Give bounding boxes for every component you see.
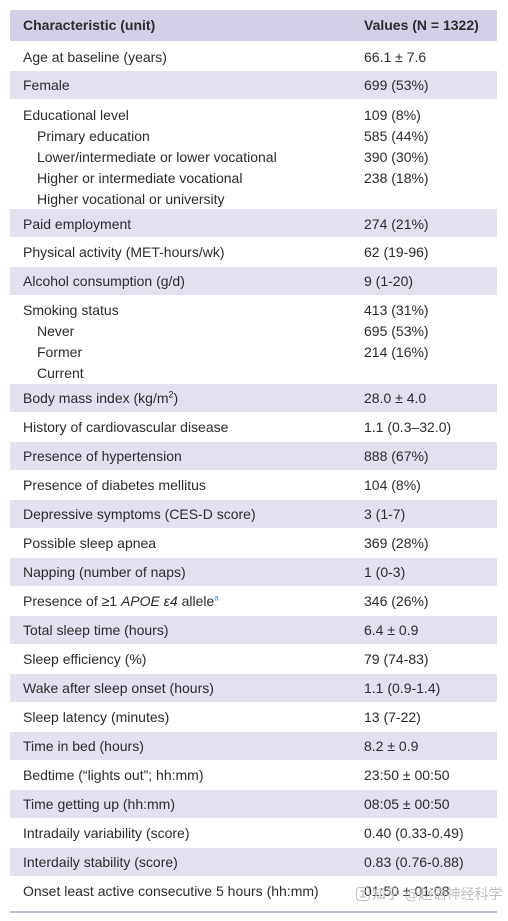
table-row: Presence of diabetes mellitus 104 (8%) [10, 470, 497, 499]
table-row: Onset least active consecutive 5 hours (… [10, 876, 497, 906]
table-row: History of cardiovascular disease 1.1 (0… [10, 412, 497, 441]
characteristics-table: Characteristic (unit) Values (N = 1322) … [10, 10, 497, 906]
table-row: Presence of hypertension 888 (67%) [10, 441, 497, 470]
table-bottom-rule [10, 911, 497, 913]
table-row: Age at baseline (years) 66.1 ± 7.6 [10, 41, 497, 70]
table-row: Sleep efficiency (%) 79 (74-83) [10, 644, 497, 673]
table-row: Body mass index (kg/m2) 28.0 ± 4.0 [10, 383, 497, 412]
header-characteristic: Characteristic (unit) [23, 17, 156, 33]
table-row: Interdaily stability (score) 0.83 (0.76-… [10, 847, 497, 876]
table-row: Paid employment 274 (21%) [10, 208, 497, 237]
zhihu-logo-icon [356, 887, 370, 905]
table-row: Total sleep time (hours) 6.4 ± 0.9 [10, 615, 497, 644]
watermark: 知乎 @赵语神经科学 [356, 884, 502, 905]
table-row: Time getting up (hh:mm) 08:05 ± 00:50 [10, 789, 497, 818]
table-row: Presence of ≥1 APOE ε4 allelea 346 (26%) [10, 586, 497, 615]
table-row: Bedtime (“lights out”; hh:mm) 23:50 ± 00… [10, 760, 497, 789]
table-row: Wake after sleep onset (hours) 1.1 (0.9-… [10, 673, 497, 702]
table-row: Physical activity (MET-hours/wk) 62 (19-… [10, 237, 497, 266]
watermark-text: 知乎 @赵语神经科学 [372, 887, 503, 903]
table-row: Sleep latency (minutes) 13 (7-22) [10, 702, 497, 731]
table-row: Alcohol consumption (g/d) 9 (1-20) [10, 266, 497, 295]
table-row: Depressive symptoms (CES-D score) 3 (1-7… [10, 499, 497, 528]
table-header-row: Characteristic (unit) Values (N = 1322) [10, 10, 497, 41]
table-row: Smoking status Never Former Current 413 … [10, 295, 497, 383]
table-row: Intradaily variability (score) 0.40 (0.3… [10, 818, 497, 847]
table-row: Time in bed (hours) 8.2 ± 0.9 [10, 731, 497, 760]
table-row: Female 699 (53%) [10, 70, 497, 99]
header-values: Values (N = 1322) [364, 17, 479, 33]
table-row: Possible sleep apnea 369 (28%) [10, 528, 497, 557]
table-row: Educational level Primary education Lowe… [10, 99, 497, 208]
table-row: Napping (number of naps) 1 (0-3) [10, 557, 497, 586]
